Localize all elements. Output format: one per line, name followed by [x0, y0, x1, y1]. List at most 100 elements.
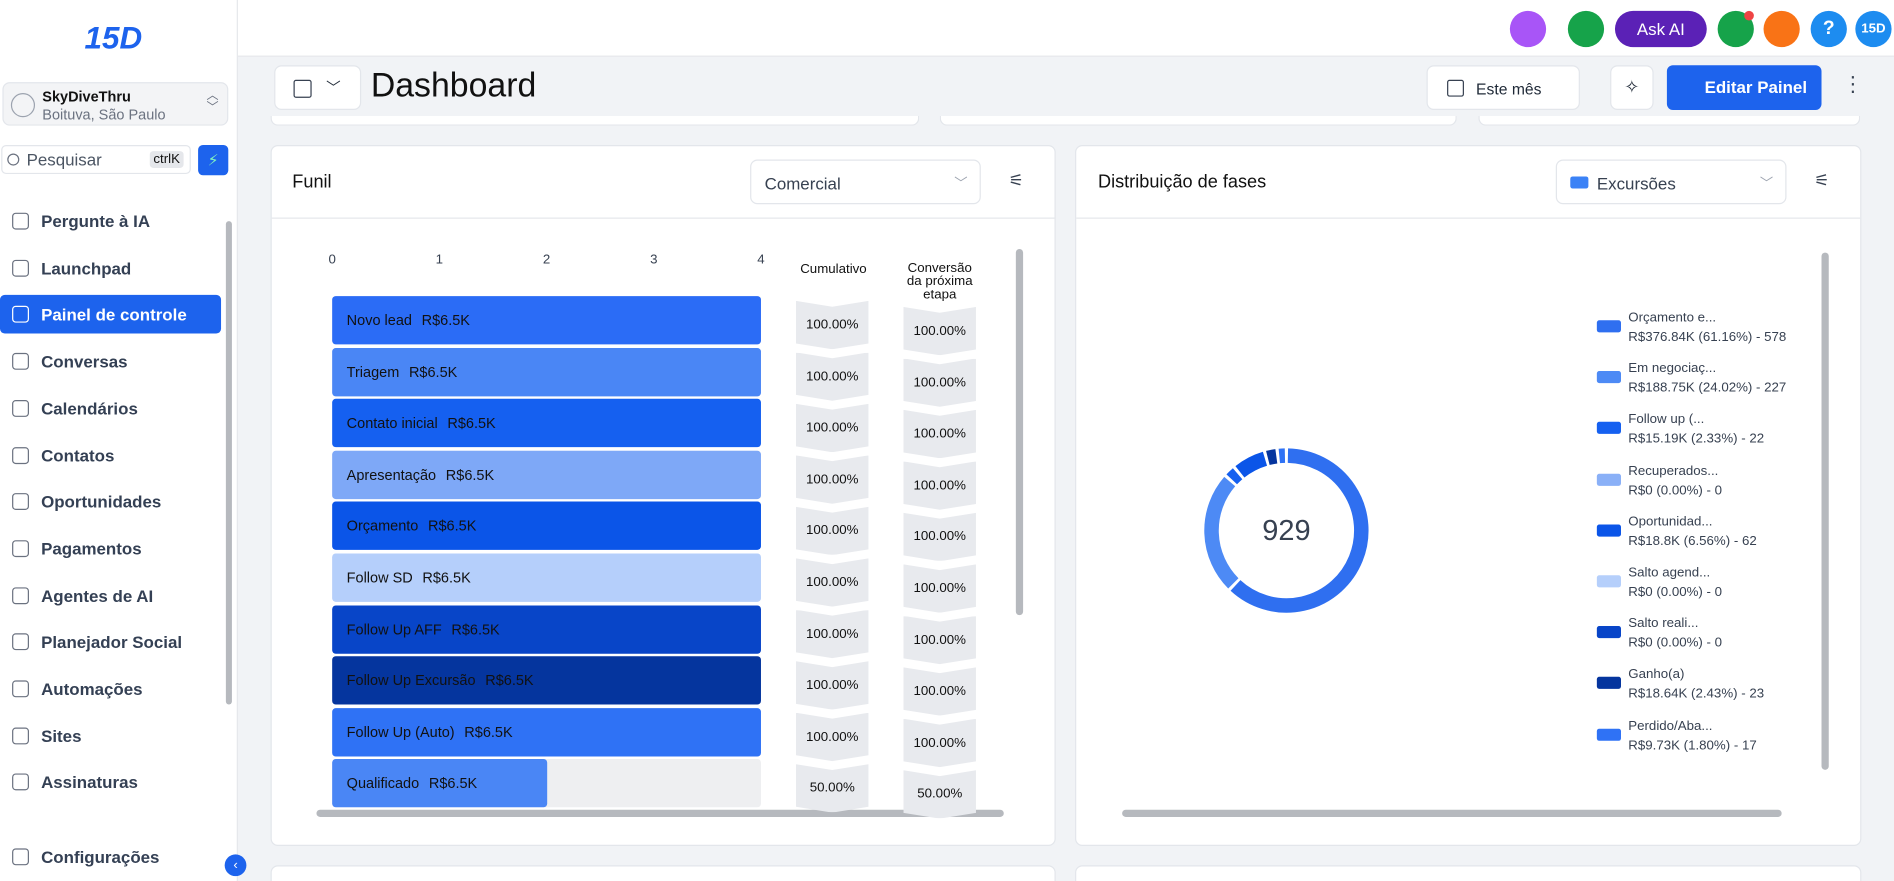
phone-button[interactable]	[1567, 10, 1605, 48]
conversion-cell: 100.00%	[903, 306, 976, 356]
legend-swatch	[1596, 728, 1622, 741]
filter-button[interactable]: ⚟	[1008, 170, 1024, 190]
bar-label: Follow Up AFF R$6.5K	[347, 621, 500, 638]
legend-detail: R$188.75K (24.02%) - 227	[1628, 380, 1787, 396]
profile-button[interactable]: 15D	[1855, 10, 1892, 48]
nav-item[interactable]: Contatos	[0, 436, 221, 475]
bar-label: Apresentação R$6.5K	[347, 466, 494, 483]
funnel-bar[interactable]: Follow Up (Auto) R$6.5K	[332, 707, 761, 757]
donut-chart: 929	[1204, 448, 1369, 613]
nav-item[interactable]: Agentes de AI	[0, 576, 221, 615]
account-location: Boituva, São Paulo	[42, 106, 166, 124]
funnel-bar[interactable]: Follow Up Excursão R$6.5K	[332, 656, 761, 705]
filter-button[interactable]: ⚟	[1814, 170, 1830, 190]
funnel-bar[interactable]: Novo lead R$6.5K	[332, 296, 761, 345]
nav-icon	[12, 586, 29, 604]
nav-item[interactable]: Launchpad	[0, 249, 221, 288]
legend-detail: R$0 (0.00%) - 0	[1628, 584, 1723, 600]
column-header: Conversão da próxima etapa	[885, 262, 994, 302]
layout-icon	[293, 79, 312, 98]
nav-label: Assinaturas	[41, 772, 138, 793]
nav-item[interactable]: Calendários	[0, 389, 221, 428]
more-button[interactable]: · · ·	[1849, 64, 1857, 103]
account-switcher[interactable]: SkyDiveThru Boituva, São Paulo ︿ ﹀	[2, 82, 229, 126]
stage-name: Orçamento	[346, 517, 419, 535]
funnel-bar[interactable]: Apresentação R$6.5K	[332, 450, 761, 499]
nav-item[interactable]: Conversas	[0, 342, 221, 381]
nav-item[interactable]: Painel de controle	[0, 295, 222, 335]
nav-label: Configurações	[41, 847, 160, 867]
funnel-bar[interactable]: Follow SD R$6.5K	[332, 553, 761, 602]
nav-label: Contatos	[41, 445, 115, 465]
scrollbar	[1015, 243, 1024, 799]
cumulative-cell: 50.00%	[796, 764, 869, 813]
conversion-cell: 100.00%	[903, 667, 976, 716]
stage-amount: R$6.5K	[451, 620, 500, 638]
bar-label: Contato inicial R$6.5K	[347, 415, 496, 432]
funnel-bar[interactable]: Follow Up AFF R$6.5K	[332, 604, 761, 654]
funnel-bar[interactable]: Orçamento R$6.5K	[332, 501, 761, 551]
nav-item[interactable]: Oportunidades	[0, 482, 221, 521]
legend-name: Orçamento e...	[1628, 310, 1717, 326]
legend-swatch	[1596, 575, 1622, 588]
scroll-thumb	[1122, 809, 1782, 817]
date-filter[interactable]: Este mês	[1426, 65, 1580, 110]
nav-label: Agentes de AI	[41, 585, 154, 605]
legend-detail: R$18.8K (6.56%) - 62	[1628, 533, 1757, 549]
legend-detail: R$0 (0.00%) - 0	[1628, 482, 1723, 498]
donut-segment[interactable]	[1235, 451, 1268, 478]
help-button[interactable]: ?	[1810, 10, 1847, 48]
quick-action-button[interactable]: ⚡	[198, 145, 229, 176]
collapse-button[interactable]: ‹	[224, 854, 247, 877]
cumulative-cell: 100.00%	[796, 403, 869, 453]
nav-item[interactable]: Configurações	[0, 837, 221, 876]
nav-item[interactable]: Pagamentos	[0, 529, 221, 568]
conversion-cell: 100.00%	[903, 615, 976, 665]
nav-item[interactable]: Planejador Social	[0, 623, 221, 662]
edit-panel-button[interactable]: Editar Painel	[1666, 65, 1822, 110]
nav-icon	[12, 680, 29, 698]
pipeline-select[interactable]: Comercial ﹀	[750, 159, 981, 205]
donut-segment[interactable]	[1266, 449, 1278, 465]
notifications-button[interactable]	[1763, 10, 1800, 48]
column-header-line: etapa	[923, 287, 957, 303]
nav-item[interactable]: Automações	[0, 670, 221, 709]
legend-swatch	[1596, 626, 1622, 639]
pipeline-select[interactable]: Excursões ﹀	[1555, 159, 1787, 205]
nav-label: Automações	[41, 679, 143, 699]
stage-name: Follow Up (Auto)	[346, 723, 455, 741]
funnel-card: Funil Comercial ﹀ ⚟ Cumulativo Conversão…	[270, 145, 1056, 846]
funnel-bar[interactable]: Contato inicial R$6.5K	[332, 399, 761, 448]
search-box[interactable]: Pesquisar ctrlK	[1, 145, 191, 175]
donut-segment[interactable]	[1226, 468, 1243, 485]
bar-label: Novo lead R$6.5K	[347, 312, 470, 329]
stage-name: Follow Up Excursão	[346, 672, 476, 690]
funnel-bar[interactable]: Triagem R$6.5K	[332, 347, 761, 396]
divider	[271, 217, 1055, 219]
funnel-bar[interactable]: Qualificado R$6.5K	[332, 759, 547, 808]
nav-item[interactable]: Assinaturas	[0, 763, 221, 802]
ask-ai-button[interactable]: Ask AI	[1614, 10, 1707, 48]
legend-name: Em negociaç...	[1628, 361, 1717, 377]
layout-toggle[interactable]: ﹀	[274, 65, 362, 110]
ai-button[interactable]: ✧	[1610, 65, 1654, 110]
nav-icon	[12, 399, 29, 417]
donut-segment[interactable]	[1230, 448, 1369, 613]
card-stub	[1478, 116, 1861, 126]
nav-icon	[12, 727, 29, 745]
nav-item[interactable]: Sites	[0, 716, 221, 755]
translate-button[interactable]	[1509, 10, 1547, 48]
column-header-line: Conversão	[907, 261, 972, 276]
account-icon	[10, 93, 36, 118]
account-name: SkyDiveThru	[42, 88, 131, 106]
stage-name: Follow SD	[346, 569, 413, 587]
logo[interactable]: 15D	[84, 19, 143, 56]
x-tick-label: 4	[757, 252, 765, 268]
stage-amount: R$6.5K	[428, 517, 477, 535]
legend-name: Perdido/Aba...	[1628, 718, 1713, 734]
nav-item[interactable]: Pergunte à IA	[0, 202, 221, 241]
cumulative-cell: 100.00%	[796, 661, 869, 710]
bar-label: Follow Up (Auto) R$6.5K	[347, 724, 513, 741]
chevrons: ︿ ﹀	[206, 89, 219, 115]
donut-segment[interactable]	[1204, 476, 1239, 589]
